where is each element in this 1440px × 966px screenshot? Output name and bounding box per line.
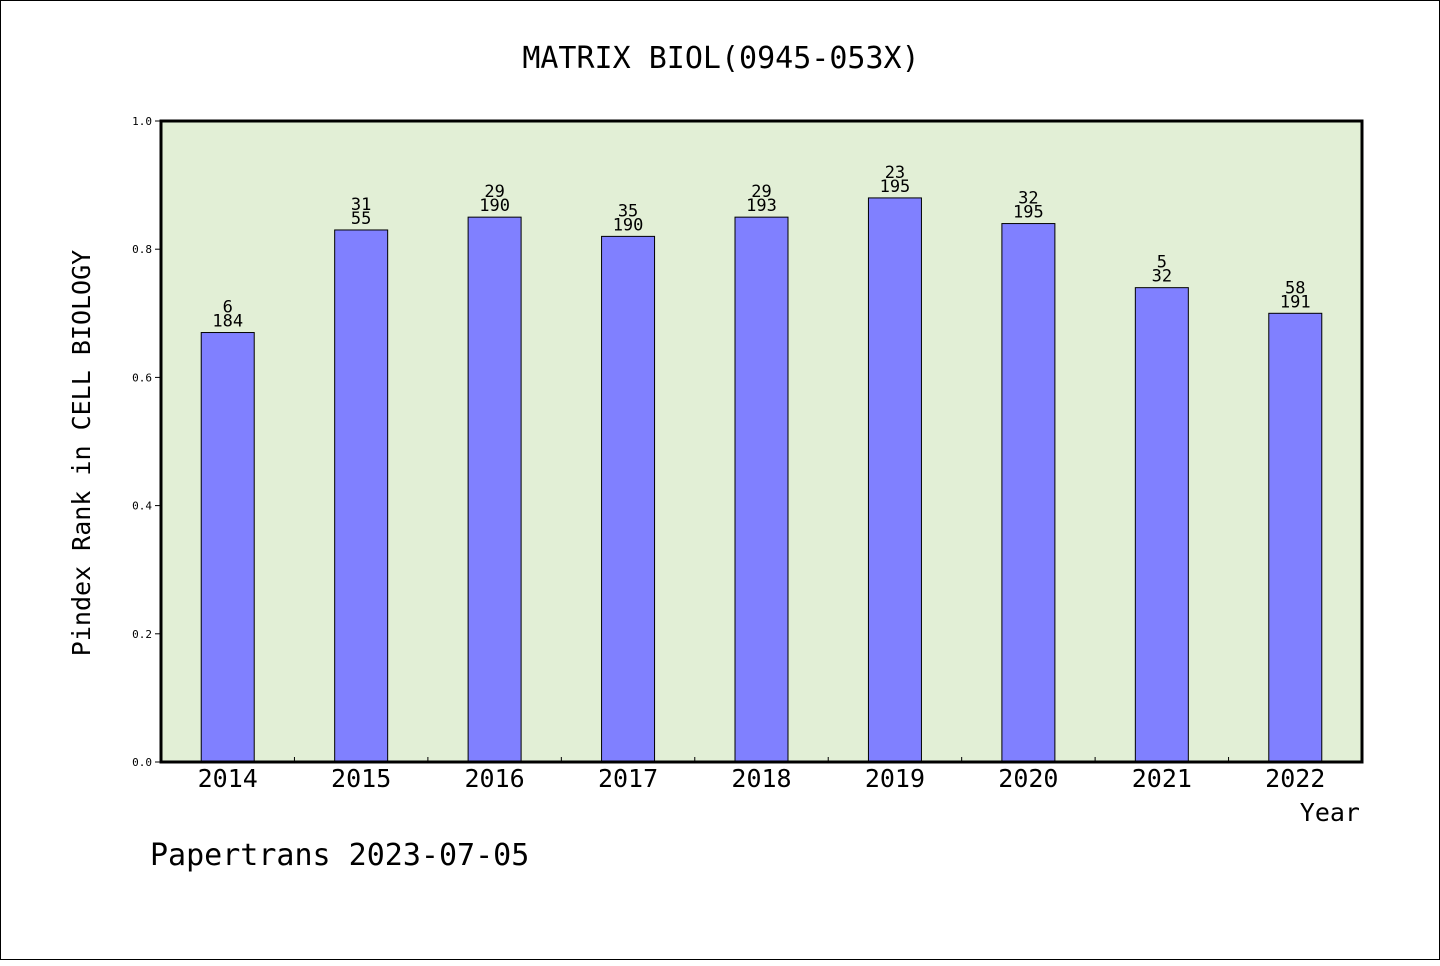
- bar-label-top-2014: 6: [223, 298, 233, 318]
- bar-2016: [467, 216, 522, 763]
- chart-title: MATRIX BIOL(0945-053X): [522, 41, 919, 76]
- x-tick-label-2020: 2020: [998, 764, 1058, 793]
- bar-2020: [1001, 223, 1056, 763]
- x-tick-label-2014: 2014: [198, 764, 258, 793]
- bar-label-top-2015: 31: [351, 195, 371, 215]
- bar-label-top-2019: 23: [885, 163, 905, 183]
- x-tick-label-2017: 2017: [598, 764, 658, 793]
- bar-label-top-2020: 32: [1018, 189, 1038, 209]
- bar-label-bottom-2021: 32: [1152, 267, 1172, 287]
- bar-label-bottom-2015: 55: [351, 209, 371, 229]
- x-axis: 2014 2015 2016 2017 2018 2019 2020 2021 2022: [198, 757, 1325, 793]
- footer-text: Papertrans 2023-07-05: [150, 838, 529, 873]
- x-tick-label-2021: 2021: [1132, 764, 1192, 793]
- bar-label-top-2017: 35: [618, 201, 638, 221]
- y-tick-label-0.0: 0.0: [132, 756, 152, 769]
- bar-label-top-2016: 29: [484, 182, 504, 202]
- bar-label-bottom-2016: 190: [479, 196, 510, 216]
- y-axis-label: Pindex Rank in CELL BIOLOGY: [67, 250, 96, 656]
- y-tick-label-0.2: 0.2: [132, 628, 152, 641]
- x-tick-label-2015: 2015: [331, 764, 391, 793]
- bar-label-bottom-2014: 184: [212, 312, 243, 332]
- y-tick-label-0.6: 0.6: [132, 371, 152, 384]
- x-tick-label-2016: 2016: [465, 764, 525, 793]
- plot-border: [159, 119, 1364, 764]
- bar-label-top-2022: 58: [1285, 278, 1305, 298]
- y-tick-label-0.8: 0.8: [132, 243, 152, 256]
- y-tick-label-1.0: 1.0: [132, 115, 152, 128]
- bar-2019: [867, 197, 922, 763]
- bar-label-top-2021: 5: [1157, 253, 1167, 273]
- bar-2015: [334, 229, 389, 763]
- bar-2021: [1134, 287, 1189, 763]
- bar-label-bottom-2017: 190: [613, 215, 644, 235]
- bar-2014: [200, 332, 255, 763]
- y-axis: 0.0 0.2 0.4 0.6 0.8 1.0: [132, 115, 161, 769]
- x-tick-label-2019: 2019: [865, 764, 925, 793]
- bar-label-bottom-2018: 193: [746, 196, 777, 216]
- bar-label-top-2018: 29: [751, 182, 771, 202]
- bar-2022: [1268, 312, 1323, 763]
- bar-2017: [601, 235, 656, 763]
- bar-label-bottom-2020: 195: [1013, 203, 1044, 223]
- x-tick-label-2018: 2018: [731, 764, 791, 793]
- y-tick-label-0.4: 0.4: [132, 500, 152, 513]
- bar-2018: [734, 216, 789, 763]
- bar-label-bottom-2019: 195: [880, 177, 911, 197]
- bar-label-bottom-2022: 191: [1280, 292, 1311, 312]
- x-tick-label-2022: 2022: [1265, 764, 1325, 793]
- x-axis-label: Year: [1300, 798, 1360, 827]
